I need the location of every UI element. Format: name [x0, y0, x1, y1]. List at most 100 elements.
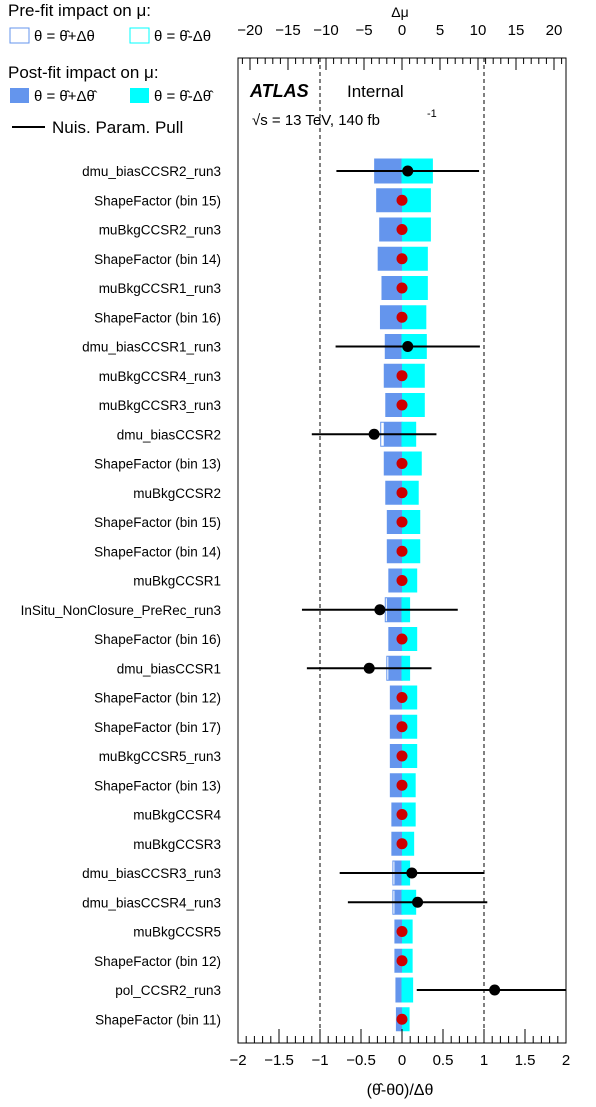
- postfit-plus-bar: [389, 685, 402, 710]
- bottom-tick-label: 2: [562, 1052, 570, 1069]
- postfit-plus-swatch: [10, 88, 29, 103]
- top-tick-label: −20: [237, 22, 262, 39]
- parameter-label: InSitu_NonClosure_PreRec_run3: [21, 603, 221, 618]
- nominal-marker: [396, 370, 408, 382]
- pull-marker: [368, 428, 380, 440]
- postfit-legend-title: Post-fit impact on μ:: [8, 63, 159, 82]
- parameter-label: ShapeFactor (bin 13): [94, 457, 221, 472]
- parameter-label: muBkgCCSR4_run3: [99, 369, 221, 384]
- postfit-plus-bar: [385, 480, 402, 505]
- parameter-label: ShapeFactor (bin 14): [94, 544, 221, 559]
- postfit-minus-bar: [402, 363, 425, 388]
- nominal-marker: [396, 575, 408, 586]
- postfit-minus-bar: [402, 773, 416, 798]
- parameter-label: pol_CCSR2_run3: [115, 983, 221, 998]
- bottom-tick-label: −1.5: [264, 1052, 294, 1069]
- top-axis: −20 −15 −10 −5 0 5 10 15 20: [237, 22, 566, 70]
- nominal-marker: [396, 633, 408, 645]
- pull-marker: [363, 662, 375, 674]
- parameter-label: ShapeFactor (bin 11): [95, 1012, 221, 1027]
- nominal-marker: [396, 750, 408, 762]
- parameter-label: dmu_biasCCSR4_run3: [82, 895, 221, 910]
- postfit-plus-bar: [385, 393, 402, 417]
- postfit-minus-swatch: [130, 88, 149, 103]
- parameter-label: ShapeFactor (bin 16): [94, 310, 221, 325]
- postfit-minus-bar: [402, 744, 418, 768]
- pull-markers: [301, 165, 566, 1025]
- prefit-minus-swatch: [129, 27, 150, 44]
- postfit-plus-label: θ = θ̂+Δθ̂: [34, 88, 98, 105]
- postfit-plus-bar: [379, 305, 402, 330]
- postfit-plus-bar: [381, 276, 402, 300]
- parameter-label: muBkgCCSR2: [133, 486, 221, 501]
- postfit-plus-bar: [379, 217, 402, 242]
- nominal-marker: [396, 838, 408, 850]
- parameter-label: ShapeFactor (bin 13): [94, 778, 221, 793]
- nominal-marker: [396, 926, 408, 937]
- reference-lines: [319, 58, 485, 1043]
- pull-marker: [374, 604, 386, 616]
- top-tick-label: 15: [508, 22, 525, 39]
- parameter-label: ShapeFactor (bin 12): [94, 954, 221, 969]
- parameter-label: ShapeFactor (bin 16): [94, 632, 221, 647]
- pull-marker: [406, 867, 418, 879]
- nominal-marker: [396, 487, 408, 499]
- parameter-label: dmu_biasCCSR1: [117, 661, 221, 676]
- prefit-minus-outline: [401, 977, 414, 1003]
- energy-superscript: -1: [427, 108, 437, 120]
- pull-legend-label: Nuis. Param. Pull: [52, 118, 183, 137]
- prefit-plus-swatch: [9, 27, 30, 44]
- top-tick-label: 5: [436, 22, 444, 39]
- nominal-marker: [396, 224, 408, 235]
- bottom-axis: −2 −1.5 −1 −0.5 0 0.5 1 1.5 2: [229, 1029, 570, 1069]
- parameter-label: ShapeFactor (bin 17): [94, 720, 221, 735]
- parameter-label: ShapeFactor (bin 15): [94, 515, 221, 530]
- bottom-tick-label: −1: [311, 1052, 328, 1069]
- parameter-label: muBkgCCSR1: [133, 574, 221, 589]
- pull-marker: [402, 341, 414, 352]
- postfit-minus-bar: [402, 510, 421, 534]
- top-tick-label: 0: [398, 22, 406, 39]
- nominal-marker: [396, 282, 408, 294]
- nominal-marker: [396, 721, 408, 733]
- postfit-plus-bar: [389, 773, 402, 798]
- nominal-marker: [396, 779, 408, 791]
- postfit-plus-bar: [389, 744, 402, 768]
- top-tick-label: −10: [313, 22, 338, 39]
- postfit-minus-bar: [402, 568, 418, 593]
- parameter-label: muBkgCCSR2_run3: [99, 223, 221, 238]
- pull-marker: [412, 896, 424, 908]
- bottom-tick-label: 1: [480, 1052, 488, 1069]
- energy-label: √s = 13 TeV, 140 fb: [252, 112, 380, 129]
- parameter-label: ShapeFactor (bin 15): [94, 193, 221, 208]
- nominal-marker: [396, 545, 408, 557]
- nominal-marker: [396, 311, 408, 323]
- parameter-label: muBkgCCSR4: [133, 808, 221, 823]
- nominal-marker: [396, 194, 408, 206]
- parameter-label: muBkgCCSR3: [133, 837, 221, 852]
- nominal-marker: [396, 1013, 408, 1025]
- nominal-marker: [396, 692, 408, 703]
- postfit-minus-bar: [402, 685, 418, 710]
- bottom-tick-label: 1.5: [515, 1052, 536, 1069]
- top-tick-label: 20: [546, 22, 563, 39]
- parameter-labels: dmu_biasCCSR2_run3 ShapeFactor (bin 15) mu…: [21, 164, 222, 1027]
- parameter-label: ShapeFactor (bin 12): [94, 691, 221, 706]
- nominal-marker: [396, 809, 408, 820]
- nominal-marker: [396, 399, 408, 411]
- postfit-minus-bar: [402, 480, 419, 505]
- prefit-minus-label: θ = θ̂-Δθ: [154, 28, 211, 45]
- pull-marker: [402, 165, 414, 177]
- top-axis-title: Δμ: [391, 4, 408, 20]
- postfit-minus-bar: [402, 802, 416, 827]
- atlas-brand: ATLAS: [249, 81, 309, 101]
- postfit-plus-bar: [383, 451, 402, 476]
- legend: Pre-fit impact on μ: θ = θ̂+Δθ θ = θ̂-Δθ…: [8, 1, 214, 137]
- prefit-legend-title: Pre-fit impact on μ:: [8, 1, 151, 20]
- nominal-marker: [396, 955, 408, 967]
- postfit-plus-bar: [383, 363, 402, 388]
- postfit-plus-bar: [386, 539, 402, 564]
- postfit-minus-bar: [402, 714, 418, 739]
- postfit-plus-bar: [388, 627, 402, 651]
- bottom-tick-label: −0.5: [346, 1052, 376, 1069]
